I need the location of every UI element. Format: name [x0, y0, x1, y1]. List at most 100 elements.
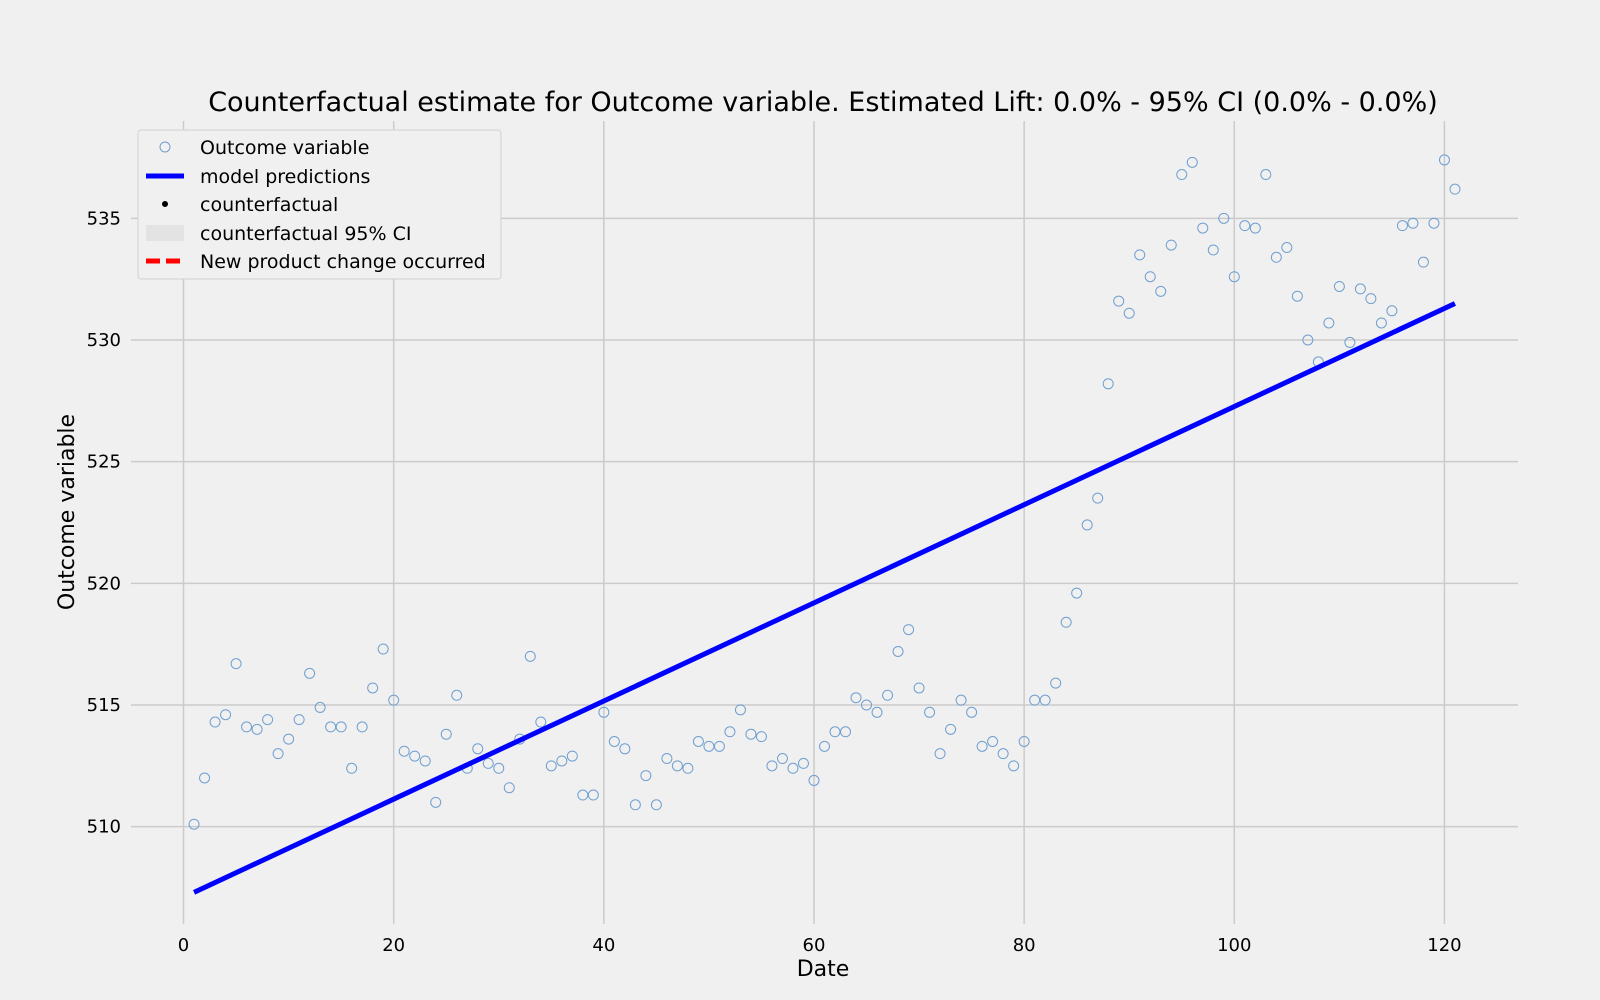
- outcome-point: [924, 706, 936, 718]
- y-tick-label: 520: [87, 573, 121, 594]
- outcome-point: [934, 748, 946, 760]
- outcome-point: [1207, 244, 1219, 256]
- outcome-point: [1060, 616, 1072, 628]
- outcome-point: [272, 748, 284, 760]
- outcome-point: [388, 694, 400, 706]
- outcome-point: [241, 721, 253, 733]
- x-tick-label: 40: [592, 935, 615, 956]
- outcome-point: [1239, 220, 1251, 232]
- outcome-point: [829, 726, 841, 738]
- y-tick-label: 530: [87, 330, 121, 351]
- legend-marker-ci: [146, 225, 184, 241]
- outcome-point: [556, 755, 568, 767]
- outcome-point: [304, 667, 316, 679]
- outcome-point: [892, 645, 904, 657]
- outcome-point: [1344, 336, 1356, 348]
- outcome-point: [188, 818, 200, 830]
- outcome-point: [283, 733, 295, 745]
- outcome-point: [367, 682, 379, 694]
- outcome-point: [1396, 220, 1408, 232]
- outcome-point: [1375, 317, 1387, 329]
- outcome-point: [682, 762, 694, 774]
- legend-label: New product change occurred: [200, 251, 486, 273]
- outcome-point: [409, 750, 421, 762]
- outcome-point: [703, 740, 715, 752]
- outcome-point: [1449, 183, 1461, 195]
- outcome-point: [713, 740, 725, 752]
- outcome-point: [293, 714, 305, 726]
- outcome-point: [587, 789, 599, 801]
- outcome-point: [1008, 760, 1020, 772]
- outcome-point: [251, 723, 263, 735]
- outcome-point: [220, 709, 232, 721]
- outcome-point: [629, 799, 641, 811]
- outcome-point: [755, 731, 767, 743]
- outcome-point: [419, 755, 431, 767]
- outcome-point: [472, 743, 484, 755]
- outcome-point: [314, 701, 326, 713]
- outcome-point: [850, 692, 862, 704]
- legend: Outcome variable model predictions counter…: [137, 129, 502, 280]
- outcome-point: [1407, 217, 1419, 229]
- outcome-point: [797, 757, 809, 769]
- x-tick-label: 0: [178, 935, 189, 956]
- outcome-point: [262, 714, 274, 726]
- outcome-point: [997, 748, 1009, 760]
- outcome-point: [787, 762, 799, 774]
- outcome-point: [1081, 519, 1093, 531]
- outcome-point: [325, 721, 337, 733]
- outcome-point: [1039, 694, 1051, 706]
- outcome-point: [1354, 283, 1366, 295]
- outcome-point: [1323, 317, 1335, 329]
- outcome-points: [188, 154, 1461, 830]
- outcome-point: [440, 728, 452, 740]
- outcome-point: [398, 745, 410, 757]
- outcome-point: [1186, 156, 1198, 168]
- outcome-point: [608, 736, 620, 747]
- outcome-point: [1197, 222, 1209, 234]
- outcome-point: [1071, 587, 1083, 599]
- legend-label: counterfactual 95% CI: [200, 223, 411, 245]
- x-tick-label: 20: [382, 935, 405, 956]
- outcome-point: [493, 762, 505, 774]
- outcome-point: [903, 624, 915, 636]
- outcome-point: [1165, 239, 1177, 251]
- legend-marker-outcome: [159, 141, 171, 153]
- x-axis-label: Date: [797, 957, 850, 982]
- outcome-point: [671, 760, 683, 772]
- outcome-point: [966, 706, 978, 718]
- outcome-point: [1050, 677, 1062, 689]
- outcome-point: [356, 721, 368, 733]
- outcome-point: [1176, 169, 1188, 181]
- outcome-point: [1029, 694, 1041, 706]
- outcome-point: [1218, 212, 1230, 224]
- outcome-point: [482, 757, 494, 769]
- outcome-point: [650, 799, 662, 811]
- outcome-point: [913, 682, 925, 694]
- y-tick-label: 535: [87, 208, 121, 229]
- outcome-point: [577, 789, 589, 801]
- outcome-point: [1260, 169, 1272, 181]
- outcome-point: [1386, 305, 1398, 317]
- outcome-point: [535, 716, 547, 728]
- outcome-point: [1123, 307, 1135, 319]
- x-tick-label: 120: [1427, 935, 1461, 956]
- outcome-point: [346, 762, 358, 774]
- outcome-point: [1291, 290, 1303, 302]
- y-tick-label: 515: [87, 695, 121, 716]
- outcome-point: [1417, 256, 1429, 268]
- outcome-point: [503, 782, 515, 794]
- outcome-point: [1365, 293, 1377, 305]
- outcome-point: [871, 706, 883, 718]
- x-tick-label: 100: [1217, 935, 1251, 956]
- legend-marker-counterfactual: [162, 201, 168, 207]
- outcome-point: [987, 736, 999, 747]
- outcome-point: [1018, 736, 1030, 747]
- outcome-point: [1092, 492, 1104, 504]
- outcome-point: [661, 753, 673, 765]
- outcome-point: [882, 689, 894, 701]
- outcome-point: [734, 704, 746, 716]
- outcome-point: [1228, 271, 1240, 283]
- x-tick-label: 80: [1013, 935, 1036, 956]
